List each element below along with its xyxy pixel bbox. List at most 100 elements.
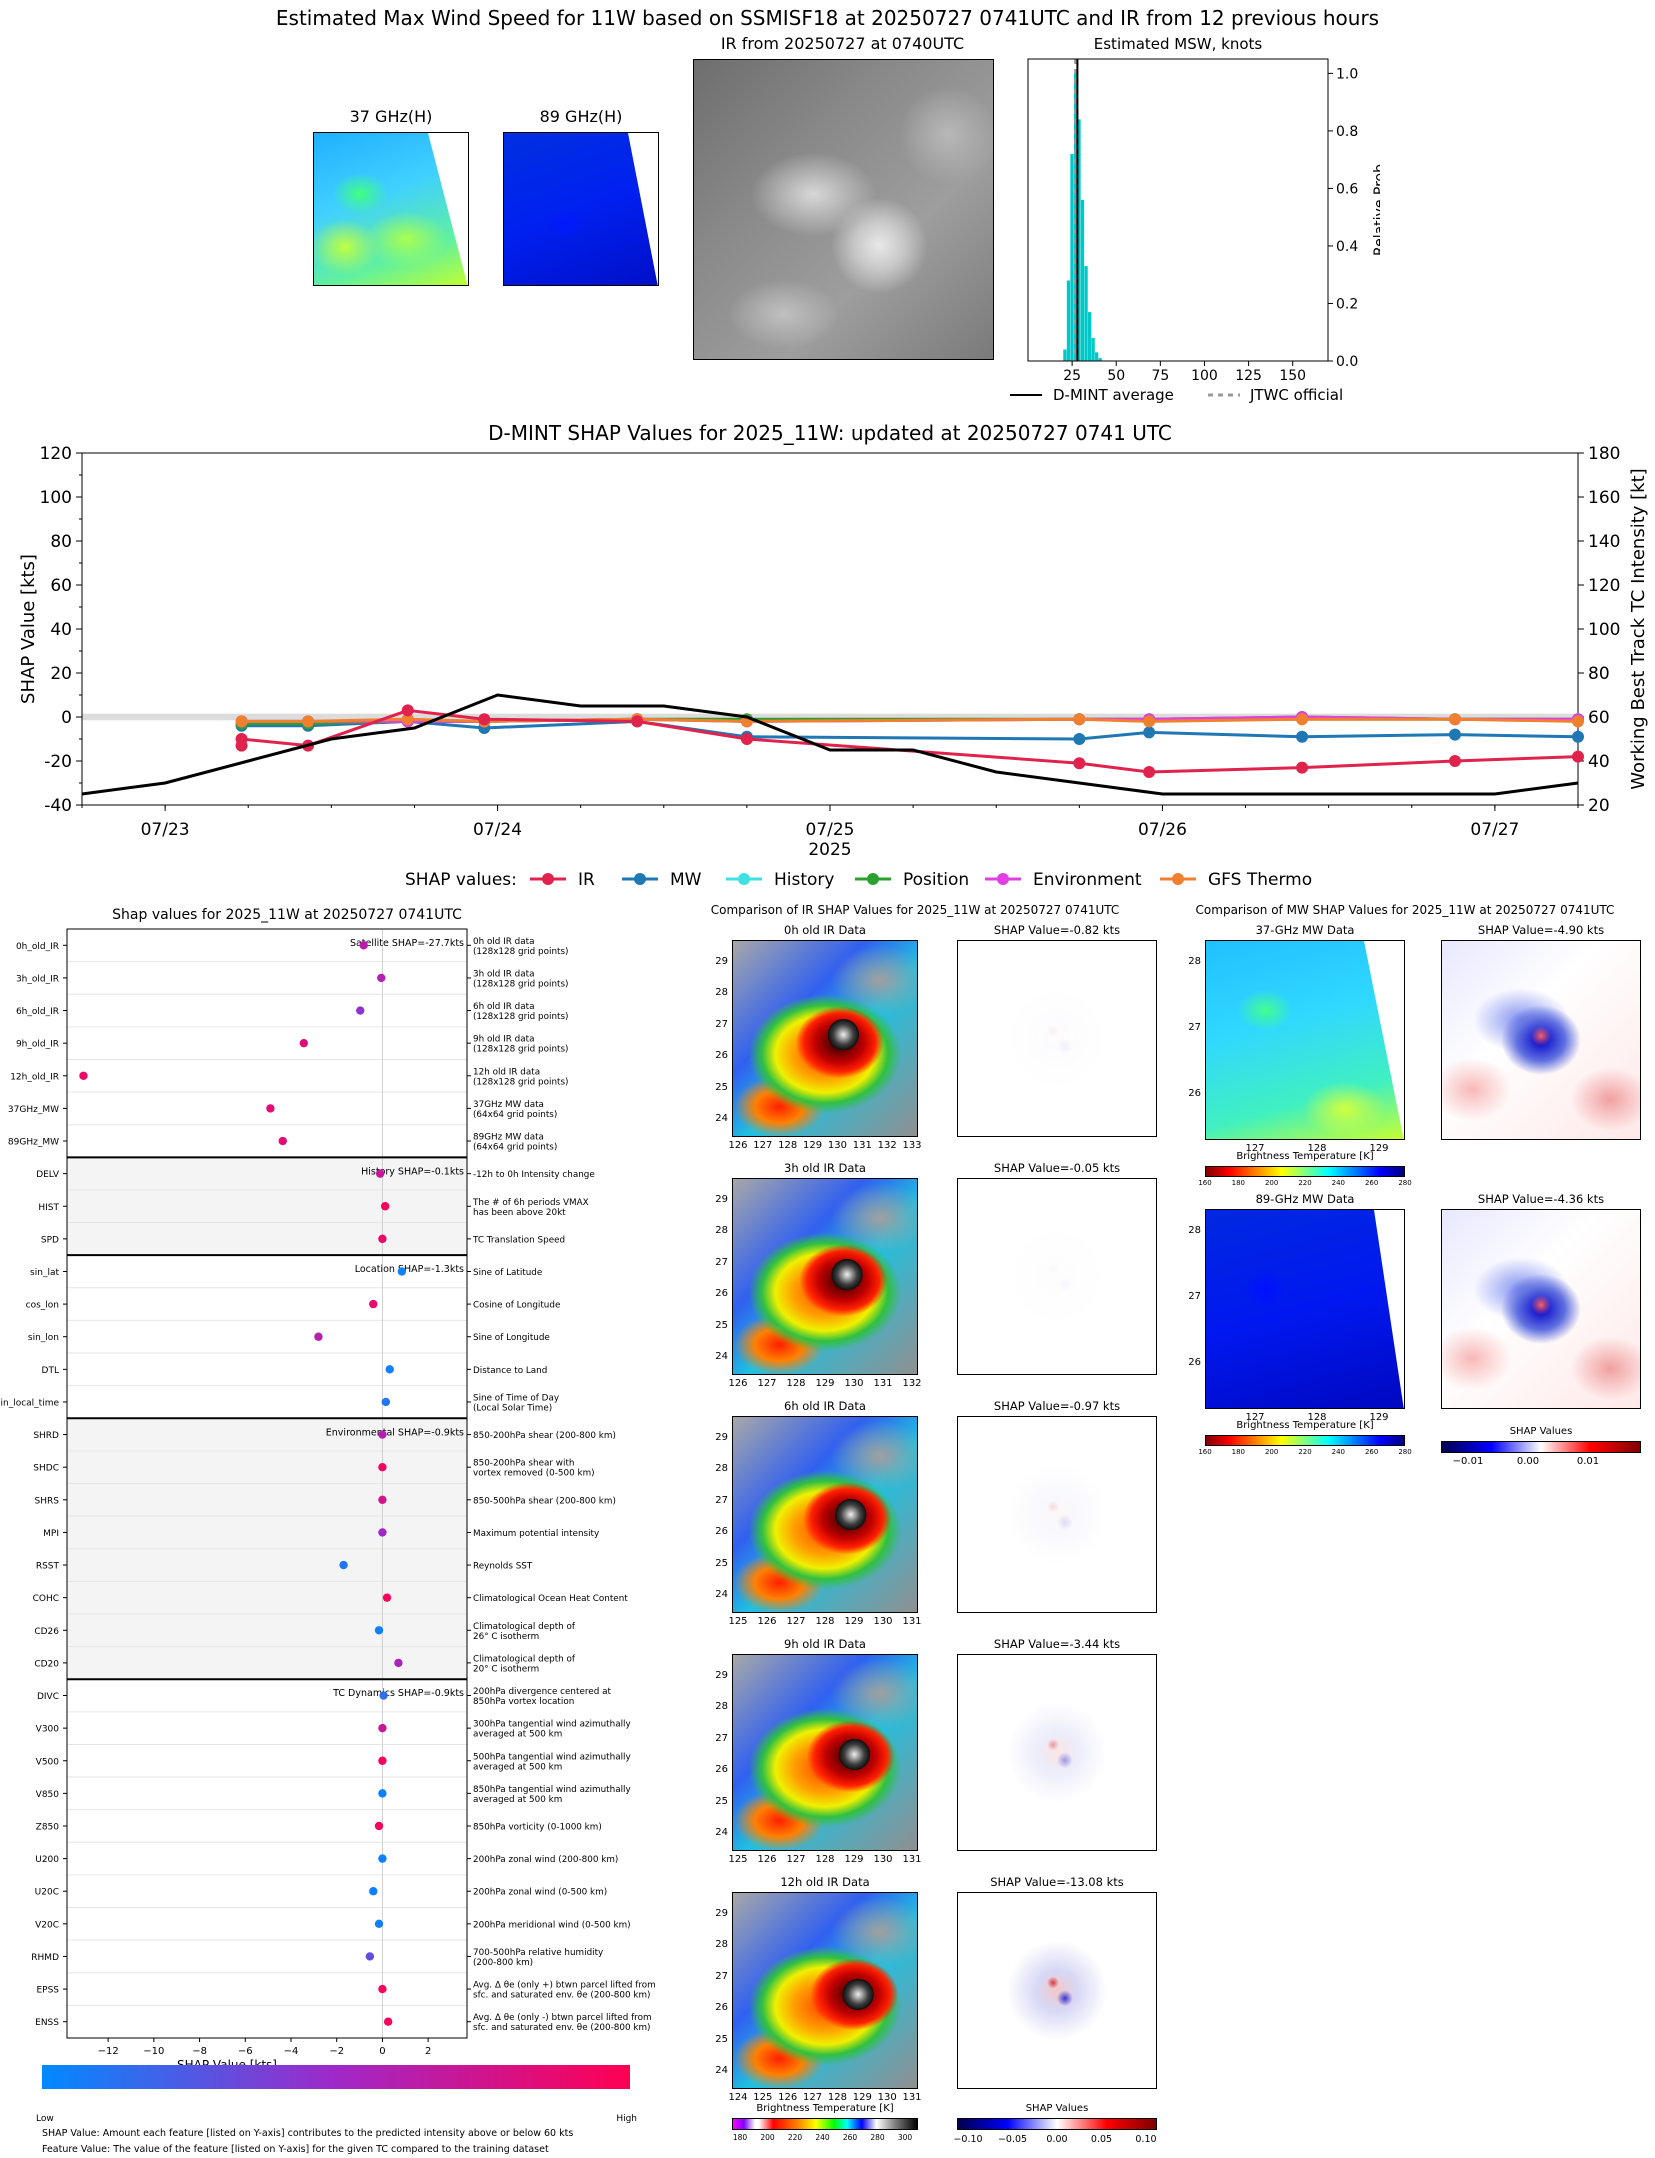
hist-bar bbox=[1063, 349, 1067, 361]
ir-lon-tick: 129 bbox=[852, 2092, 872, 2103]
ir-lon-tick: 127 bbox=[786, 1854, 806, 1865]
series-point-ir bbox=[740, 733, 753, 745]
feature-desc: (128x128 grid points) bbox=[473, 979, 569, 989]
ir-lon-tick: 126 bbox=[778, 2092, 798, 2103]
feature-name: RSST bbox=[36, 1562, 60, 1572]
scatter-xtick-label: −6 bbox=[238, 2046, 253, 2057]
feature-point bbox=[339, 1560, 348, 1570]
feature-name: 89GHz_MW bbox=[8, 1138, 59, 1148]
ir-lon-tick: 128 bbox=[778, 1140, 798, 1151]
right-ytick-label: 20 bbox=[1588, 796, 1610, 816]
feature-desc: 89GHz MW data bbox=[473, 1133, 544, 1143]
feature-desc: (128x128 grid points) bbox=[473, 1012, 569, 1022]
ir-lon-tick: 130 bbox=[827, 1140, 847, 1151]
ir-lat-tick: 29 bbox=[715, 956, 728, 967]
feature-name: SHDC bbox=[33, 1464, 59, 1474]
series-point-ir bbox=[1572, 750, 1584, 763]
feature-desc: averaged at 500 km bbox=[473, 1795, 562, 1805]
ir-bt-tick: 200 bbox=[760, 2133, 775, 2142]
mw-lon-tick: 127 bbox=[1245, 1143, 1265, 1154]
feature-desc: 37GHz MW data bbox=[473, 1100, 544, 1110]
line-xtick-label: 07/27 bbox=[1470, 820, 1519, 840]
feature-desc: sfc. and saturated env. θe (200-800 km) bbox=[473, 2023, 650, 2033]
feature-name: 12h_old_IR bbox=[10, 1072, 59, 1082]
ir-lon-tick: 127 bbox=[803, 2092, 823, 2103]
scatter-xtick-label: 0 bbox=[379, 2046, 385, 2057]
feature-name: CD26 bbox=[34, 1627, 59, 1637]
ir-shap-title: SHAP Value=-0.82 kts bbox=[993, 923, 1121, 937]
ir-lon-tick: 130 bbox=[844, 1378, 864, 1389]
scatter-xtick-label: −12 bbox=[98, 2046, 119, 2057]
hist-frame bbox=[1027, 58, 1329, 362]
feature-name: U200 bbox=[35, 1855, 59, 1865]
left-ytick-label: 0 bbox=[61, 708, 72, 728]
series-point-ir bbox=[235, 733, 248, 745]
ir-shap-colorbar bbox=[957, 2118, 1157, 2130]
feature-name: V500 bbox=[36, 1757, 60, 1767]
legend-marker-environment bbox=[997, 873, 1009, 885]
series-point-gfs-thermo bbox=[1296, 713, 1309, 726]
feature-point bbox=[378, 1495, 387, 1505]
ir-data-title: 12h old IR Data bbox=[780, 1875, 870, 1889]
ir-lon-tick: 125 bbox=[728, 1854, 748, 1865]
feature-desc: 850-200hPa shear with bbox=[473, 1459, 574, 1469]
right-ytick-label: 140 bbox=[1588, 532, 1620, 552]
mw-shap-image bbox=[1441, 1209, 1641, 1409]
scatter-xtick-label: −8 bbox=[192, 2046, 207, 2057]
feature-desc: 300hPa tangential wind azimuthally bbox=[473, 1720, 631, 1730]
series-point-gfs-thermo bbox=[302, 715, 315, 728]
left-ytick-label: -20 bbox=[44, 752, 72, 772]
feature-desc: (64x64 grid points) bbox=[473, 1110, 557, 1120]
series-point-gfs-thermo bbox=[1143, 715, 1156, 728]
line-xtick-label: 07/26 bbox=[1138, 820, 1187, 840]
footnote-feature: Feature Value: The value of the feature … bbox=[42, 2144, 549, 2155]
ir-shap-image bbox=[957, 1654, 1157, 1851]
ir-lon-tick: 133 bbox=[902, 1140, 922, 1151]
scatter-title: Shap values for 2025_11W at 20250727 074… bbox=[112, 907, 462, 923]
group-band bbox=[67, 929, 467, 1158]
ir-lat-tick: 24 bbox=[715, 1589, 728, 1600]
ir-lon-tick: 129 bbox=[844, 1854, 864, 1865]
ir-lat-tick: 24 bbox=[715, 1827, 728, 1838]
feature-point bbox=[378, 1528, 387, 1537]
feature-point bbox=[266, 1104, 275, 1113]
mw-lat-tick: 28 bbox=[1188, 1225, 1201, 1236]
group-band bbox=[67, 1679, 467, 2038]
group-label: TC Dynamics SHAP=-0.9kts bbox=[332, 1688, 464, 1699]
ir-lon-tick: 129 bbox=[815, 1378, 835, 1389]
feature-desc: sfc. and saturated env. θe (200-800 km) bbox=[473, 1991, 650, 2001]
feature-desc: 12h old IR data bbox=[473, 1067, 540, 1077]
scatter-xtick-label: −10 bbox=[143, 2046, 164, 2057]
mw-lon-tick: 127 bbox=[1245, 1412, 1265, 1423]
ir-data-image bbox=[732, 1416, 918, 1613]
series-point-ir bbox=[631, 715, 644, 728]
mw-bt-colorbar bbox=[1205, 1166, 1405, 1177]
hist-bar bbox=[1084, 266, 1088, 361]
feature-name: V20C bbox=[35, 1920, 59, 1930]
legend-jtwc-label: JTWC official bbox=[1249, 386, 1343, 404]
ir-lon-tick: 129 bbox=[844, 1616, 864, 1627]
ir-shap-title: SHAP Value=-3.44 kts bbox=[993, 1637, 1121, 1651]
feature-name: V850 bbox=[36, 1790, 60, 1800]
shap-timeseries-chart: D-MINT SHAP Values for 2025_11W: updated… bbox=[18, 421, 1649, 895]
footnote-shap: SHAP Value: Amount each feature [listed … bbox=[42, 2128, 574, 2139]
ir-lat-tick: 26 bbox=[715, 1288, 728, 1300]
mw37-thumb-title: 37 GHz(H) bbox=[349, 107, 433, 126]
feature-point bbox=[379, 1691, 388, 1700]
feature-point bbox=[394, 1658, 403, 1668]
ir-lat-tick: 26 bbox=[715, 1050, 728, 1062]
feature-name: 3h_old_IR bbox=[16, 974, 59, 984]
ir-lat-tick: 26 bbox=[715, 1526, 728, 1538]
hist-xtick-label: 150 bbox=[1279, 368, 1306, 384]
line-xtick-label: 07/24 bbox=[473, 820, 522, 840]
hist-bar bbox=[1095, 352, 1099, 361]
legend-marker-ir bbox=[542, 873, 554, 885]
feature-name: DTL bbox=[42, 1366, 59, 1376]
mw-lat-tick: 27 bbox=[1188, 1022, 1201, 1033]
hist-bar bbox=[1080, 199, 1085, 361]
group-label: Satellite SHAP=-27.7kts bbox=[350, 938, 464, 949]
feature-point bbox=[79, 1071, 88, 1080]
feature-desc: averaged at 500 km bbox=[473, 1762, 562, 1772]
mw-bt-tick: 260 bbox=[1364, 1448, 1379, 1456]
right-ytick-label: 100 bbox=[1588, 620, 1620, 640]
